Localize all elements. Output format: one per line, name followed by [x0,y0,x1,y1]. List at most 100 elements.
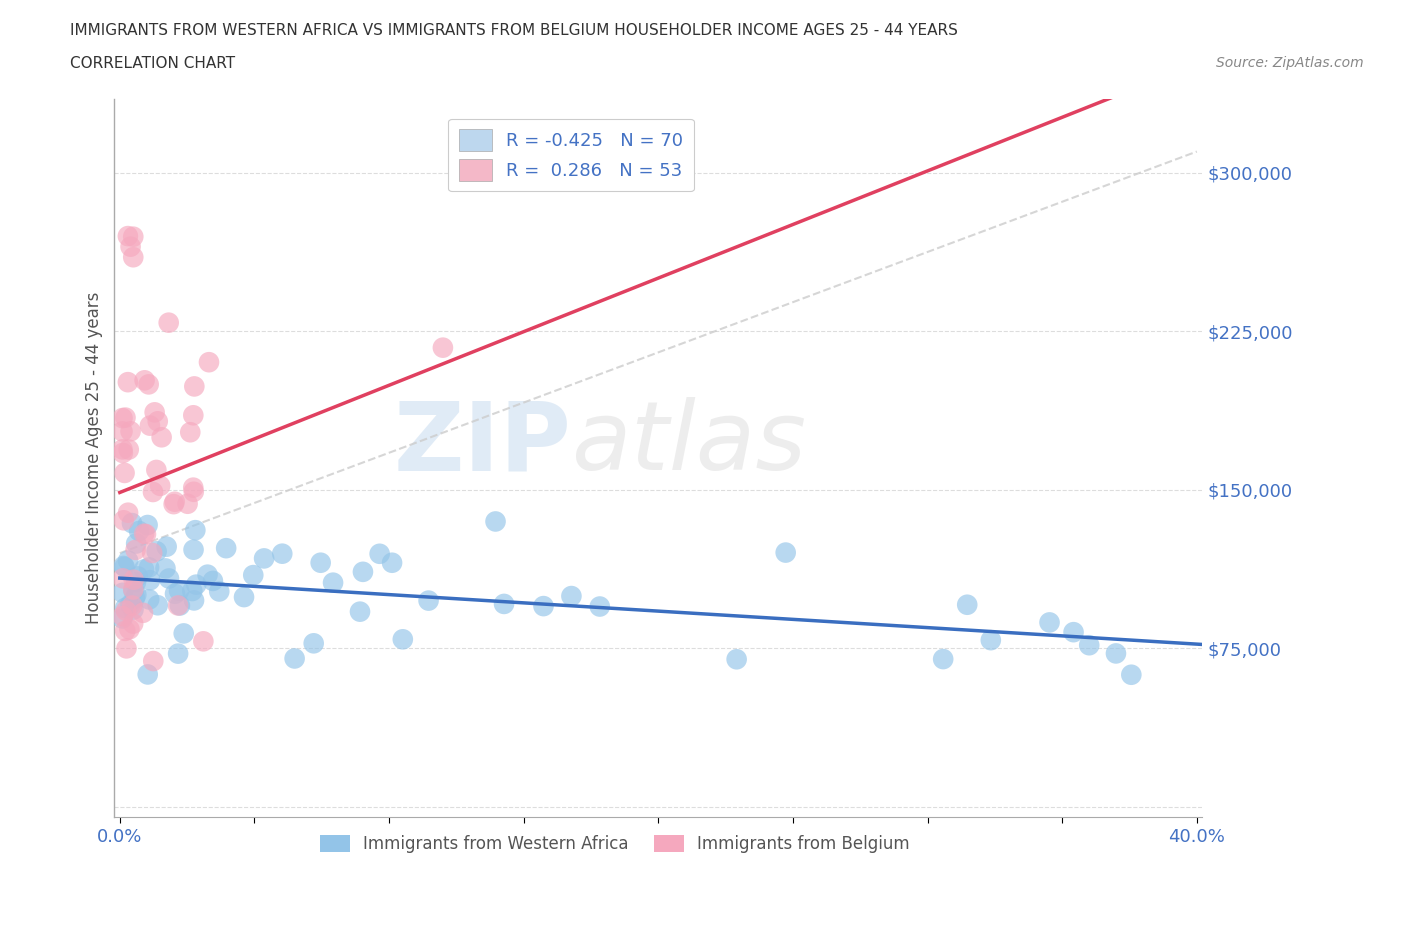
Point [120,239,142,254]
Point [176,497,198,512]
Text: IMMIGRANTS FROM WESTERN AFRICA VS IMMIGRANTS FROM BELGIUM HOUSEHOLDER INCOME AGE: IMMIGRANTS FROM WESTERN AFRICA VS IMMIGR… [70,23,957,38]
Point [111,609,134,624]
Point [181,408,204,423]
Point [197,567,219,582]
Point [134,526,156,541]
Point [118,622,141,637]
Point [122,582,145,597]
Point [167,646,190,661]
Point [146,598,169,613]
Point [141,546,163,561]
Point [124,591,146,605]
Point [352,565,374,579]
Point [484,514,506,529]
Point [186,578,208,592]
Point [117,553,139,568]
Point [136,518,159,533]
Point [125,536,148,551]
Point [117,229,139,244]
Point [163,586,186,601]
Point [181,480,204,495]
Point [183,593,205,608]
Point [980,632,1002,647]
Point [381,555,404,570]
Point [138,592,160,607]
Text: atlas: atlas [571,397,806,490]
Point [193,634,215,649]
Point [1038,615,1060,630]
Point [142,485,165,499]
Point [143,405,166,419]
Point [208,584,231,599]
Point [120,597,142,612]
Point [138,377,160,392]
Point [150,430,173,445]
Point [139,573,162,588]
Point [118,442,141,457]
Point [322,576,344,591]
Point [136,667,159,682]
Point [1078,638,1101,653]
Point [233,590,256,604]
Point [349,604,371,619]
Point [122,572,145,587]
Point [111,611,134,626]
Point [169,598,191,613]
Point [146,414,169,429]
Point [157,315,180,330]
Point [132,562,155,577]
Point [725,652,748,667]
Point [1105,646,1128,661]
Point [533,599,555,614]
Point [775,545,797,560]
Point [309,555,332,570]
Point [111,571,134,586]
Point [368,546,391,561]
Point [181,583,204,598]
Point [138,560,160,575]
Point [167,583,190,598]
Point [120,424,142,439]
Point [179,425,201,440]
Point [122,617,145,631]
Point [391,631,413,646]
Point [145,462,167,477]
Point [115,604,138,618]
Point [115,641,138,656]
Point [111,411,134,426]
Point [124,542,146,557]
Point [114,560,136,575]
Point [1121,668,1143,683]
Point [121,515,143,530]
Point [956,597,979,612]
Point [167,598,190,613]
Point [125,575,148,590]
Point [198,354,221,369]
Text: ZIP: ZIP [394,397,571,490]
Point [135,526,157,541]
Point [111,442,134,457]
Point [111,445,134,460]
Point [132,605,155,620]
Point [117,505,139,520]
Point [183,542,205,557]
Point [201,574,224,589]
Point [149,478,172,493]
Point [418,593,440,608]
Point [145,544,167,559]
Point [271,546,294,561]
Point [932,652,955,667]
Point [142,654,165,669]
Point [134,373,156,388]
Point [494,596,516,611]
Point [122,250,145,265]
Point [125,587,148,602]
Point [112,559,135,574]
Point [111,424,134,439]
Point [114,601,136,616]
Point [432,340,454,355]
Point [112,512,135,527]
Point [284,651,307,666]
Legend: Immigrants from Western Africa, Immigrants from Belgium: Immigrants from Western Africa, Immigran… [314,828,917,859]
Point [183,485,205,499]
